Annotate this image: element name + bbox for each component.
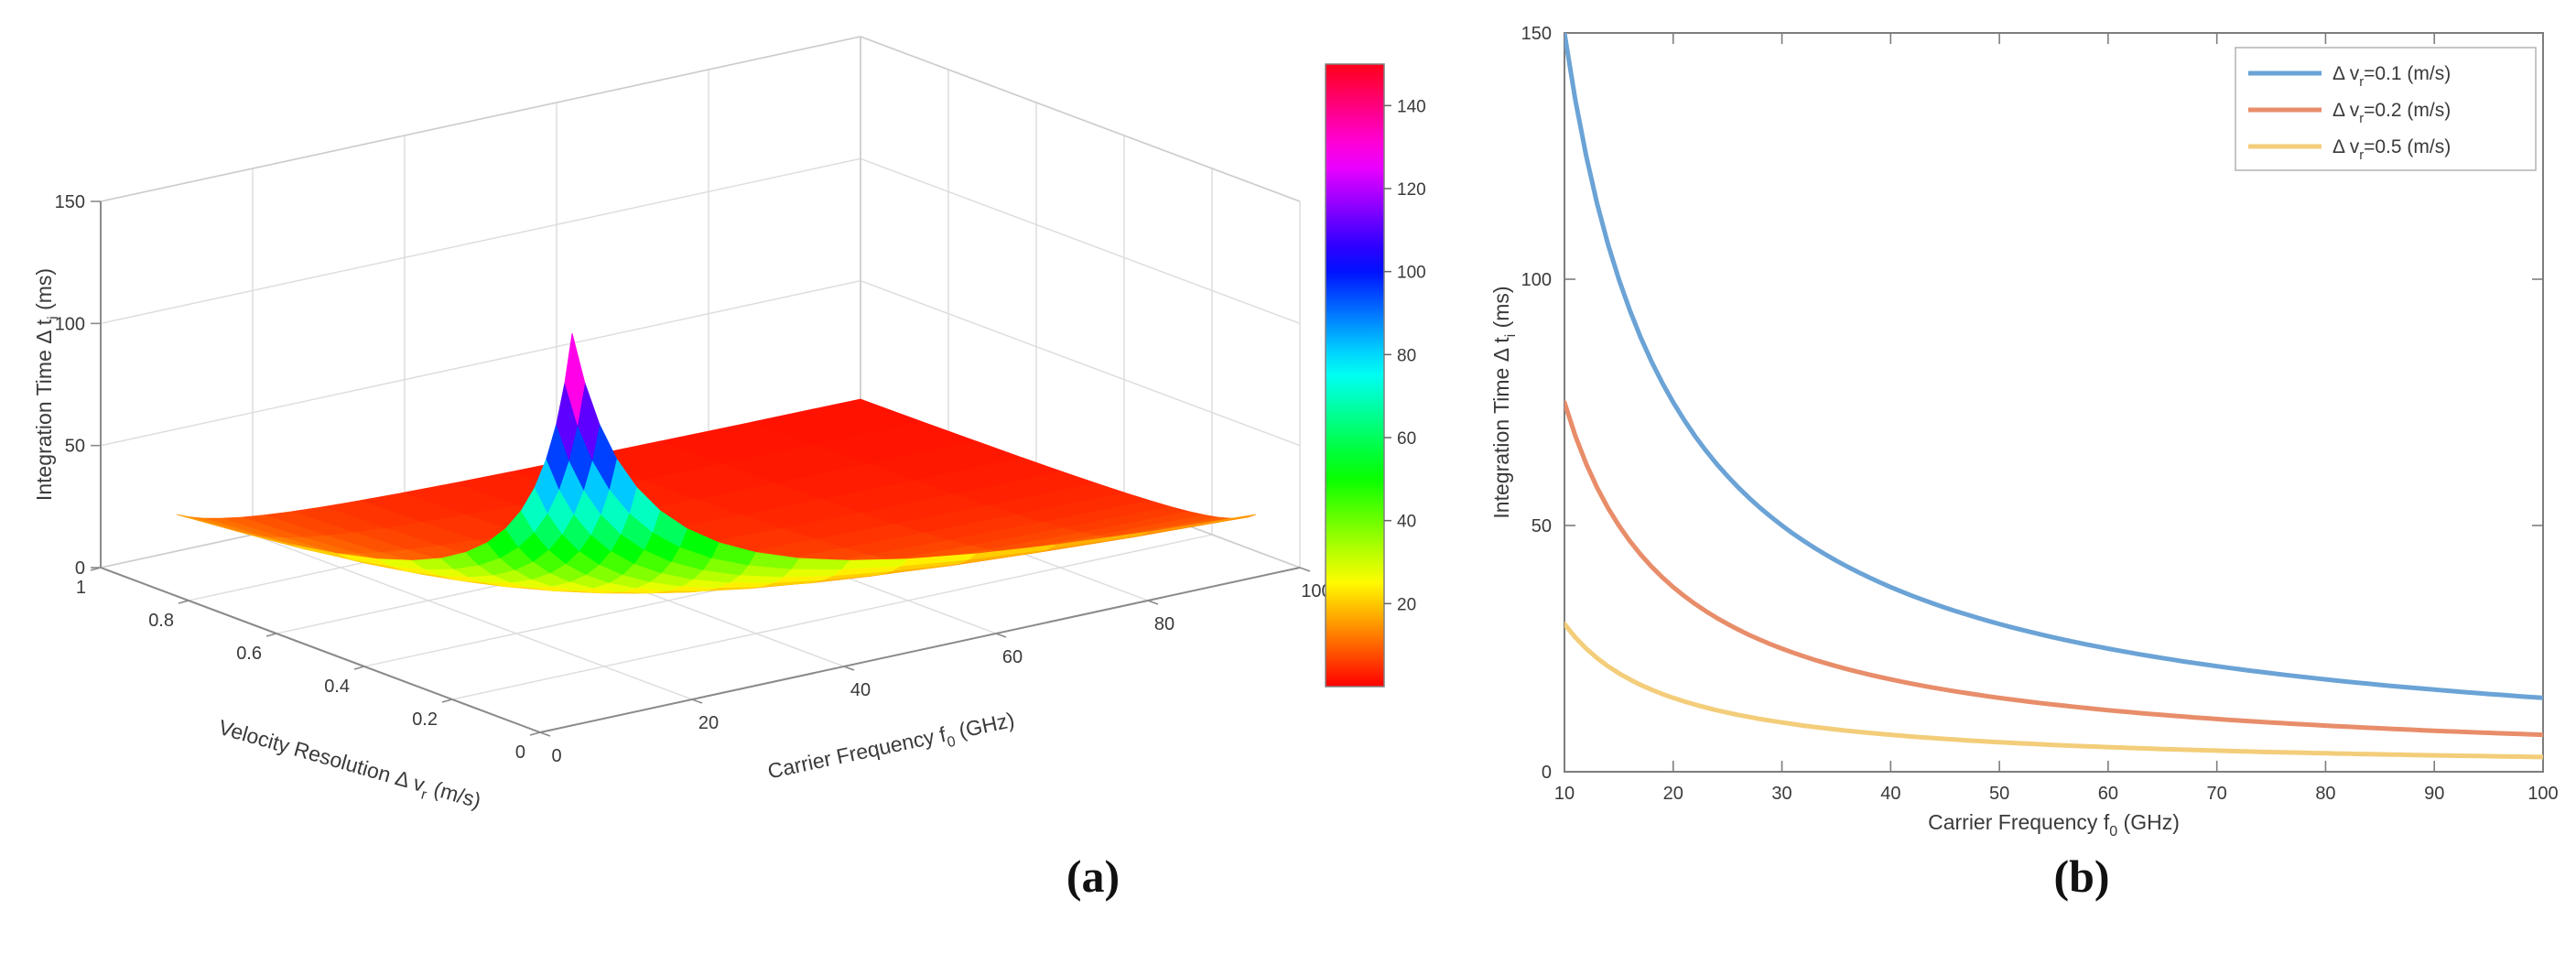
colorbar-tick-label: 40 [1397,513,1416,532]
svg-text:40: 40 [1880,784,1900,804]
series-line-1 [1564,400,2543,738]
svg-text:100: 100 [2527,784,2558,804]
colorbar-tick-label: 60 [1397,429,1416,449]
series-line-0 [1564,33,2543,700]
svg-text:1: 1 [76,578,86,598]
svg-text:50: 50 [1532,516,1552,536]
svg-text:0: 0 [515,742,525,763]
svg-text:100: 100 [1301,581,1331,601]
svg-text:100: 100 [55,314,85,334]
svg-text:80: 80 [2315,784,2335,804]
svg-text:30: 30 [1771,784,1791,804]
svg-text:60: 60 [1002,647,1023,667]
svg-text:100: 100 [1521,270,1552,290]
legend-entry-label-0: Δ vr=0.1 (m/s) [2332,63,2451,90]
line-ylabel-integration-time: Integration Time Δ ti (ms) [1489,286,1519,518]
colorbar-tick-label: 80 [1397,346,1416,365]
legend: Δ vr=0.1 (m/s) Δ vr=0.2 (m/s) Δ vr=0.5 (m/… [2235,47,2537,171]
svg-text:50: 50 [1989,784,2009,804]
surface-axis-lines [100,201,1301,733]
svg-text:0.4: 0.4 [324,677,350,697]
svg-text:150: 150 [55,192,85,212]
svg-text:20: 20 [1663,784,1683,804]
surface-zlabel-integration-time: Integration Time Δ ti (ms) [32,268,61,501]
caption-b: (b) [2053,850,2110,902]
svg-text:60: 60 [2098,784,2118,804]
svg-text:0.8: 0.8 [148,611,174,631]
caption-a: (a) [1066,850,1120,902]
colorbar-tick-label: 100 [1397,264,1426,283]
series-line-2 [1564,622,2543,760]
svg-text:70: 70 [2207,784,2227,804]
surface-mesh [176,332,1257,594]
colorbar-tick-label: 20 [1397,595,1416,614]
legend-entry-label-2: Δ vr=0.5 (m/s) [2332,136,2451,163]
svg-text:150: 150 [1521,24,1552,44]
svg-text:0: 0 [75,558,85,579]
colorbar: 20 40 60 80 100 120 140 [1325,63,1426,688]
svg-text:80: 80 [1154,614,1174,634]
svg-text:90: 90 [2424,784,2444,804]
svg-text:50: 50 [65,437,85,457]
svg-text:0: 0 [551,746,561,766]
colorbar-tick-label: 140 [1397,97,1426,116]
svg-text:0: 0 [1542,763,1552,783]
svg-text:10: 10 [1554,784,1575,804]
svg-text:20: 20 [698,713,719,733]
line-xlabel-carrier-frequency: Carrier Frequency f0 (GHz) [1928,810,2180,839]
svg-text:0.2: 0.2 [412,709,438,730]
svg-text:0.6: 0.6 [236,644,262,664]
line-plot-tick-labels: 10 20 30 40 50 60 70 80 90 100 0 50 100 150 [1521,24,2559,804]
legend-entry-label-1: Δ vr=0.2 (m/s) [2332,100,2451,126]
colorbar-tick-label: 120 [1397,180,1426,200]
svg-text:40: 40 [850,680,871,700]
